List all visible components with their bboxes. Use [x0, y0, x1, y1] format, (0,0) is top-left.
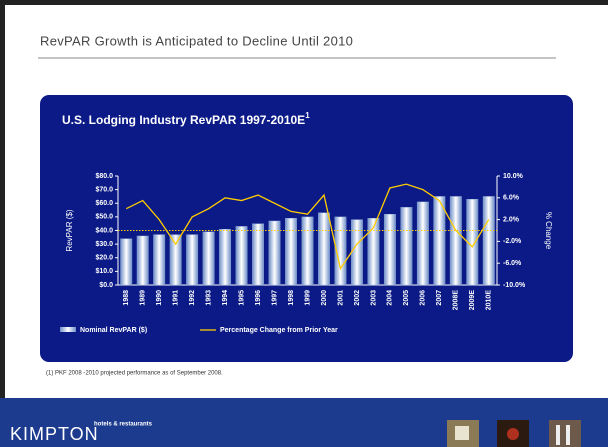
x-tick-label: 1990 [156, 290, 163, 306]
bar [334, 216, 347, 286]
x-tick-label: 1996 [255, 290, 262, 306]
legend-swatch [60, 327, 76, 332]
y-tick-label: $80.0 [95, 173, 113, 180]
x-tick-label: 2001 [337, 290, 344, 306]
x-tick-label: 1999 [304, 290, 311, 306]
photo [549, 420, 581, 447]
photo [556, 425, 560, 445]
bar [449, 196, 462, 286]
y-tick-label: $70.0 [95, 186, 113, 193]
y-tick-label: $50.0 [95, 214, 113, 221]
line [125, 183, 490, 271]
x-tick-label: 1995 [238, 290, 245, 306]
y-tick-label: $0.0 [99, 282, 113, 289]
bar [153, 234, 166, 286]
x-tick-label: 1992 [189, 290, 196, 306]
x-tick-label: 2007 [436, 290, 443, 306]
bar [120, 238, 133, 286]
legend-label: Percentage Change from Prior Year [220, 327, 338, 334]
x-tick-label: 2003 [370, 290, 377, 306]
x-tick-label: 2009E [469, 290, 476, 311]
photo [455, 426, 469, 440]
y2-tick-label: 6.0% [503, 195, 520, 202]
bar [367, 218, 380, 286]
x-tick-label: 1993 [205, 290, 212, 306]
y2-tick-label: -2.0% [503, 238, 522, 245]
photo [507, 428, 519, 440]
bar [285, 218, 297, 286]
brand-name: KIMPTON [10, 424, 99, 444]
x-tick-label: 2004 [387, 290, 394, 306]
x-tick-label: 1988 [123, 290, 130, 306]
bar [482, 196, 495, 286]
x-tick-label: 2005 [403, 290, 410, 306]
plot: $0.0 $10.0 $20.0 $30.0 $40.0 $50.0 $60.0 $70.0 $… [60, 173, 553, 334]
bar [466, 199, 479, 286]
x-tick-label: 2000 [321, 290, 328, 306]
y2-tick-label: -10.0% [503, 282, 526, 289]
bar [169, 234, 182, 286]
footnote: (1) PKF 2008 -2010 projected performance… [46, 371, 223, 377]
bar [301, 216, 314, 286]
bar [400, 207, 413, 286]
photo [566, 425, 570, 445]
y-tick-label: $40.0 [95, 227, 113, 234]
legend-label: Nominal RevPAR ($) [80, 327, 147, 334]
slide-title: RevPAR Growth is Anticipated to Decline … [40, 33, 353, 48]
bar [235, 226, 248, 286]
x-tick-label: 1991 [173, 290, 180, 306]
y2-tick-label: -6.0% [503, 260, 522, 267]
top-border [0, 0, 608, 5]
x-tick-label: 1998 [288, 290, 295, 306]
y-tick-label: $60.0 [95, 200, 113, 207]
bar [136, 235, 149, 286]
bar [268, 220, 281, 286]
x-tick-label: 2006 [420, 290, 427, 306]
bar [186, 234, 199, 286]
bar [202, 231, 215, 286]
x-tick-label: 1989 [140, 290, 147, 306]
y-tick-label: $20.0 [95, 255, 113, 262]
y2-axis-label: % Change [544, 212, 553, 250]
bar [433, 196, 446, 286]
y2-tick-label: 10.0% [503, 173, 524, 180]
bar [351, 219, 363, 286]
y2-tick-label: 2.0% [503, 216, 520, 223]
x-tick-label: 2008E [453, 290, 460, 311]
bar [219, 228, 232, 286]
bar [252, 223, 264, 286]
bar [416, 201, 429, 286]
chart-title-note: 1 [305, 111, 310, 120]
x-tick-label: 1994 [222, 290, 229, 306]
brand-tagline: hotels & restaurants [94, 422, 153, 428]
y-axis-label: RevPAR ($) [65, 209, 74, 251]
left-border [0, 0, 5, 447]
x-tick-label: 1997 [271, 290, 278, 306]
x-tick-label: 2010E [486, 290, 493, 311]
x-tick-label: 2002 [354, 290, 361, 306]
bar [318, 212, 330, 286]
chart-title-text: U.S. Lodging Industry RevPAR 1997-2010E [62, 113, 305, 127]
bar [383, 213, 396, 286]
chart-title: U.S. Lodging Industry RevPAR 1997-2010E1 [62, 111, 310, 127]
y-tick-label: $30.0 [95, 241, 113, 248]
y-tick-label: $10.0 [95, 268, 113, 275]
